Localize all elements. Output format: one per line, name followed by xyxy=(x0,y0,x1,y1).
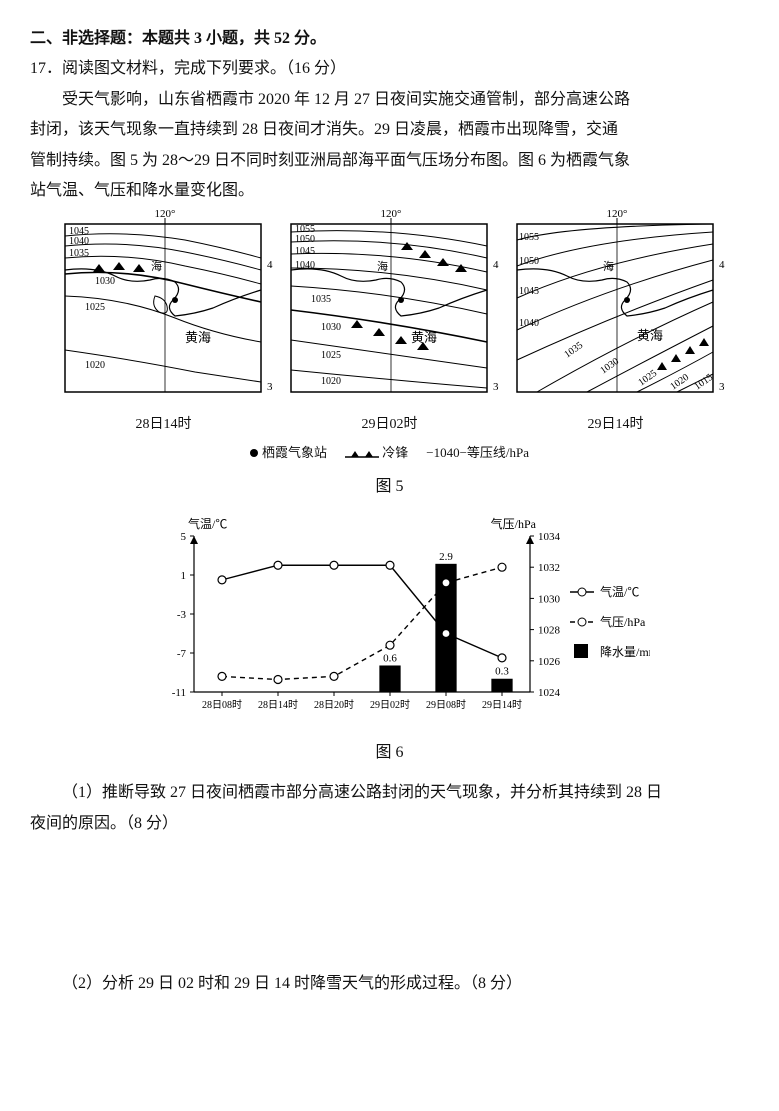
svg-text:30°: 30° xyxy=(719,381,725,393)
legend-isobar: −1040−等压线/hPa xyxy=(426,441,529,466)
passage-l3: 管制持续。图 5 为 28～29 日不同时刻亚洲局部海平面气压场分布图。图 6 … xyxy=(30,146,749,176)
svg-text:1030: 1030 xyxy=(598,356,621,376)
svg-text:气温/℃: 气温/℃ xyxy=(188,516,227,531)
figure-5-maps: 120° 40° 30° 1045 1040 1035 1030 1025 10 xyxy=(30,210,749,439)
svg-text:1032: 1032 xyxy=(538,562,560,574)
figure-6-chart: 气温/℃ 气压/hPa 5 1 -3 -7 -11 1034 1032 1030 1028 1026 1… xyxy=(30,512,749,732)
sub-q1-a: （1）推断导致 27 日夜间栖霞市部分高速公路封闭的天气现象，并分析其持续到 2… xyxy=(30,778,749,808)
svg-text:海: 海 xyxy=(377,259,388,273)
svg-text:120°: 120° xyxy=(154,210,175,220)
svg-text:1025: 1025 xyxy=(85,302,105,313)
map-1-time: 28日14时 xyxy=(136,412,192,439)
svg-text:1040: 1040 xyxy=(295,260,315,271)
svg-text:28日20时: 28日20时 xyxy=(314,699,354,711)
map-1: 120° 40° 30° 1045 1040 1035 1030 1025 10 xyxy=(55,210,273,439)
svg-text:气压/hPa: 气压/hPa xyxy=(490,516,536,531)
svg-text:降水量/mm: 降水量/mm xyxy=(600,645,650,659)
svg-text:1024: 1024 xyxy=(538,687,561,699)
svg-text:2.9: 2.9 xyxy=(439,551,453,563)
svg-text:-3: -3 xyxy=(176,609,186,621)
sub-q1-b: 夜间的原因。（8 分） xyxy=(30,809,749,839)
svg-text:1028: 1028 xyxy=(538,625,561,637)
svg-text:1030: 1030 xyxy=(538,593,561,605)
svg-text:30°: 30° xyxy=(267,381,273,393)
svg-text:1025: 1025 xyxy=(636,368,659,388)
svg-text:1045: 1045 xyxy=(519,286,539,297)
svg-text:1020: 1020 xyxy=(668,372,691,392)
svg-text:海: 海 xyxy=(603,259,614,273)
svg-text:29日02时: 29日02时 xyxy=(370,699,410,711)
svg-text:29日14时: 29日14时 xyxy=(482,699,522,711)
svg-text:1: 1 xyxy=(180,570,186,582)
svg-text:1020: 1020 xyxy=(85,360,105,371)
svg-text:40°: 40° xyxy=(719,259,725,271)
svg-text:1020: 1020 xyxy=(321,376,341,387)
svg-text:28日08时: 28日08时 xyxy=(202,699,242,711)
map-2-svg: 120° 40° 30° 1055 1050 1045 1040 1035 10… xyxy=(281,210,499,410)
map-3: 120° 40° 30° 1055 1050 1045 1040 1035 10… xyxy=(507,210,725,439)
map-2-time: 29日02时 xyxy=(362,412,418,439)
svg-text:1040: 1040 xyxy=(69,236,89,247)
svg-text:黄海: 黄海 xyxy=(411,330,437,345)
svg-text:1025: 1025 xyxy=(321,350,341,361)
svg-text:1035: 1035 xyxy=(562,340,585,360)
q17-stem: 17．阅读图文材料，完成下列要求。（16 分） xyxy=(30,54,749,84)
svg-text:120°: 120° xyxy=(606,210,627,220)
svg-text:-7: -7 xyxy=(176,648,186,660)
legend-station: 栖霞气象站 xyxy=(250,441,327,466)
svg-text:1035: 1035 xyxy=(311,294,331,305)
svg-text:120°: 120° xyxy=(380,210,401,220)
map-legend: 栖霞气象站 冷锋 −1040−等压线/hPa xyxy=(30,441,749,466)
svg-text:0.3: 0.3 xyxy=(495,666,509,678)
passage-l2: 封闭，该天气现象一直持续到 28 日夜间才消失。29 日凌晨，栖霞市出现降雪，交… xyxy=(30,115,749,145)
map-3-svg: 120° 40° 30° 1055 1050 1045 1040 1035 10… xyxy=(507,210,725,410)
legend-front: 冷锋 xyxy=(345,441,408,466)
map-3-time: 29日14时 xyxy=(588,412,644,439)
svg-text:1040: 1040 xyxy=(519,318,539,329)
svg-text:5: 5 xyxy=(180,531,186,543)
sub-q2: （2）分析 29 日 02 时和 29 日 14 时降雪天气的形成过程。（8 分… xyxy=(30,969,749,999)
svg-text:气温/℃: 气温/℃ xyxy=(600,584,639,599)
svg-text:1055: 1055 xyxy=(519,232,539,243)
svg-text:40°: 40° xyxy=(267,259,273,271)
svg-text:40°: 40° xyxy=(493,259,499,271)
section-header: 二、非选择题：本题共 3 小题，共 52 分。 xyxy=(30,24,749,54)
svg-text:1035: 1035 xyxy=(69,248,89,259)
svg-text:30°: 30° xyxy=(493,381,499,393)
svg-text:1030: 1030 xyxy=(95,276,115,287)
svg-text:1050: 1050 xyxy=(519,256,539,267)
svg-text:1050: 1050 xyxy=(295,234,315,245)
chart-svg: 气温/℃ 气压/hPa 5 1 -3 -7 -11 1034 1032 1030 1028 1026 1… xyxy=(130,512,650,732)
svg-text:海: 海 xyxy=(151,259,162,273)
svg-text:-11: -11 xyxy=(171,687,185,699)
figure-6-label: 图 6 xyxy=(30,738,749,768)
svg-text:1045: 1045 xyxy=(295,246,315,257)
svg-text:黄海: 黄海 xyxy=(185,330,211,345)
figure-5-label: 图 5 xyxy=(30,472,749,502)
svg-text:0.6: 0.6 xyxy=(383,652,397,664)
svg-text:1026: 1026 xyxy=(538,656,561,668)
map-1-svg: 120° 40° 30° 1045 1040 1035 1030 1025 10 xyxy=(55,210,273,410)
svg-text:1030: 1030 xyxy=(321,322,341,333)
passage-l4: 站气温、气压和降水量变化图。 xyxy=(30,176,749,206)
svg-text:气压/hPa: 气压/hPa xyxy=(600,614,646,629)
svg-text:1034: 1034 xyxy=(538,531,561,543)
passage-l1: 受天气影响，山东省栖霞市 2020 年 12 月 27 日夜间实施交通管制，部分… xyxy=(30,85,749,115)
map-2: 120° 40° 30° 1055 1050 1045 1040 1035 10… xyxy=(281,210,499,439)
svg-text:黄海: 黄海 xyxy=(637,328,663,343)
svg-text:28日14时: 28日14时 xyxy=(258,699,298,711)
svg-text:29日08时: 29日08时 xyxy=(426,699,466,711)
